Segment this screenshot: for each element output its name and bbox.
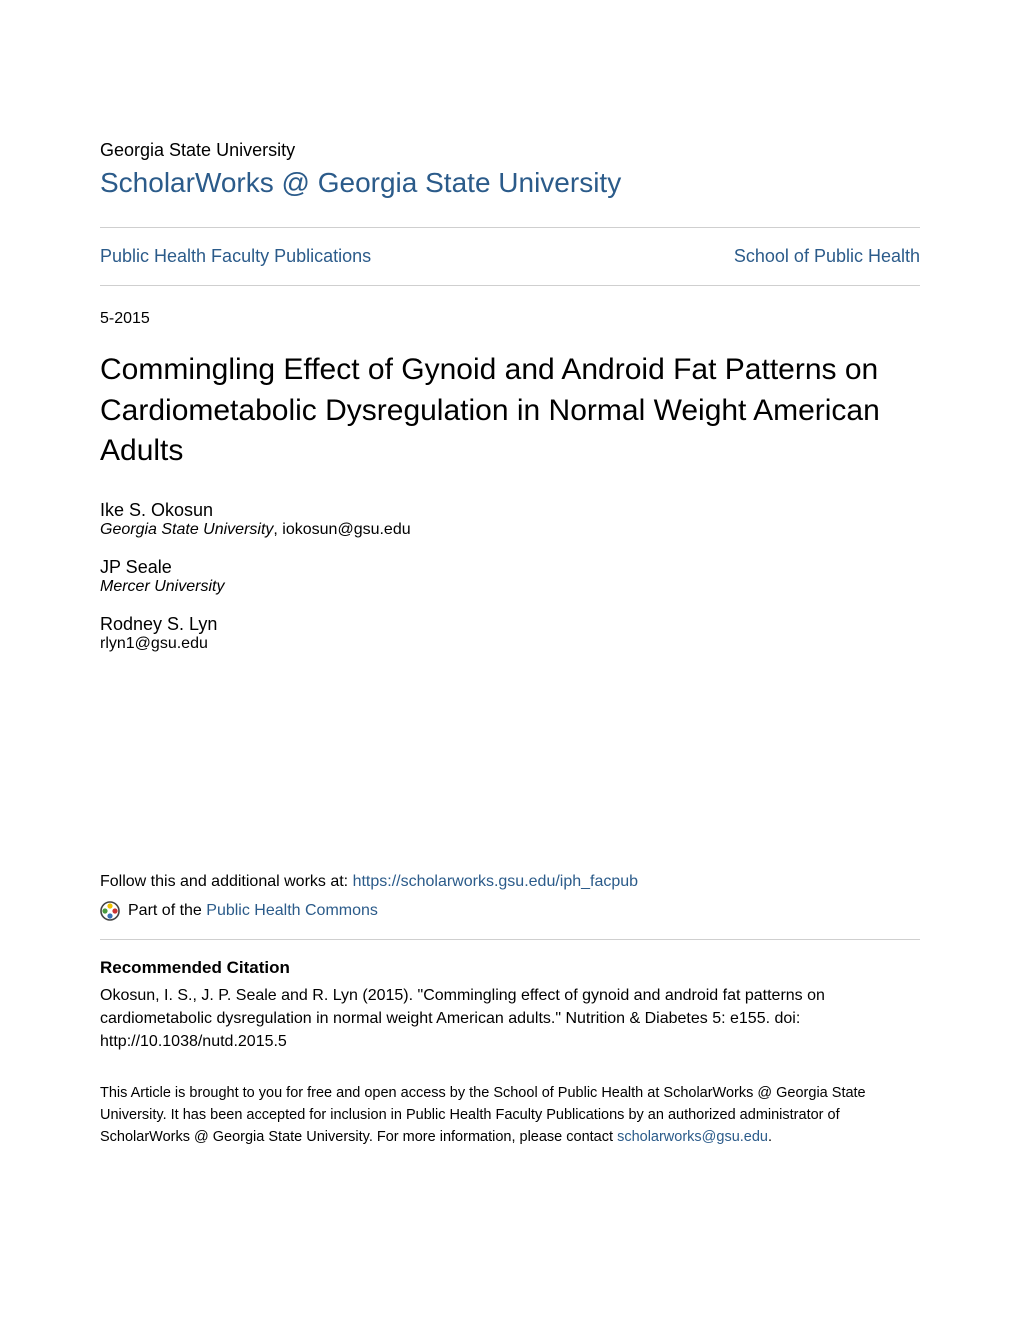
- author-affiliation: Mercer University: [100, 578, 224, 595]
- commons-link[interactable]: Public Health Commons: [206, 902, 378, 919]
- citation-text: Okosun, I. S., J. P. Seale and R. Lyn (2…: [100, 984, 920, 1054]
- article-title: Commingling Effect of Gynoid and Android…: [100, 350, 920, 472]
- divider: [100, 285, 920, 286]
- author-name: JP Seale: [100, 557, 920, 578]
- follow-works: Follow this and additional works at: htt…: [100, 873, 920, 891]
- author-name: Rodney S. Lyn: [100, 614, 920, 635]
- network-commons-icon: [100, 901, 120, 921]
- follow-link[interactable]: https://scholarworks.gsu.edu/iph_facpub: [353, 873, 639, 890]
- open-access-statement: This Article is brought to you for free …: [100, 1083, 920, 1148]
- collection-link[interactable]: Public Health Faculty Publications: [100, 246, 371, 267]
- part-of-row: Part of the Public Health Commons: [100, 901, 920, 921]
- breadcrumb-row: Public Health Faculty Publications Schoo…: [100, 228, 920, 285]
- author-name: Ike S. Okosun: [100, 500, 920, 521]
- contact-email-link[interactable]: scholarworks@gsu.edu: [617, 1129, 768, 1145]
- publication-date: 5-2015: [100, 310, 920, 328]
- partof-prefix: Part of the: [128, 902, 206, 919]
- citation-heading: Recommended Citation: [100, 958, 920, 978]
- follow-prefix: Follow this and additional works at:: [100, 873, 353, 890]
- department-link[interactable]: School of Public Health: [734, 246, 920, 267]
- institution-name: Georgia State University: [100, 140, 920, 161]
- author: Ike S. Okosun Georgia State University, …: [100, 500, 920, 539]
- separator: ,: [273, 521, 282, 538]
- divider: [100, 939, 920, 940]
- author: JP Seale Mercer University: [100, 557, 920, 596]
- author-affiliation: Georgia State University: [100, 521, 273, 538]
- repository-title[interactable]: ScholarWorks @ Georgia State University: [100, 167, 920, 199]
- author: Rodney S. Lyn rlyn1@gsu.edu: [100, 614, 920, 653]
- author-email: iokosun@gsu.edu: [282, 521, 410, 538]
- authors-block: Ike S. Okosun Georgia State University, …: [100, 500, 920, 653]
- author-email: rlyn1@gsu.edu: [100, 635, 208, 652]
- access-suffix: .: [768, 1129, 772, 1145]
